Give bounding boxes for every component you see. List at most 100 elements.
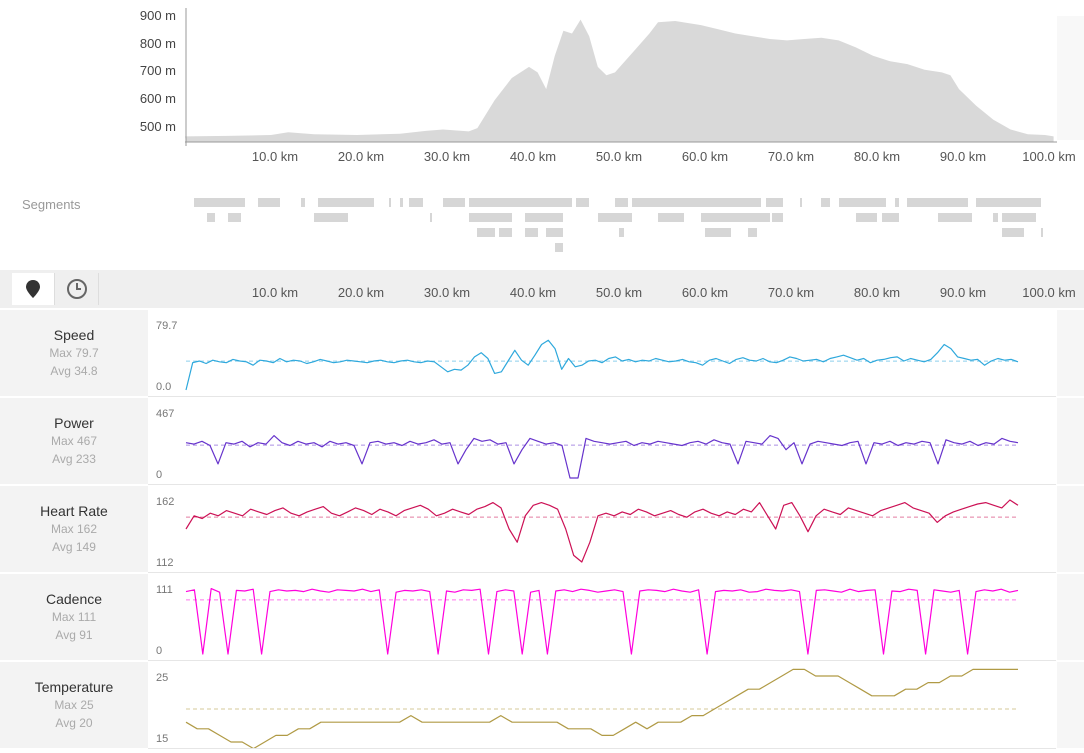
clock-icon [67, 279, 87, 299]
toolbar-x-label: 60.0 km [681, 285, 729, 300]
elevation-x-label: 20.0 km [337, 149, 385, 164]
segment-bar[interactable] [615, 198, 628, 207]
segment-bar[interactable] [301, 198, 306, 207]
segment-bar[interactable] [821, 198, 830, 207]
elevation-side-strip [1057, 16, 1084, 140]
segments-area[interactable] [185, 198, 1057, 258]
segment-bar[interactable] [772, 213, 783, 222]
elevation-ylabel-700: 700 m [139, 63, 176, 78]
metric-chart-power[interactable]: 467 0 [148, 398, 1056, 485]
metric-axis-top: 162 [156, 496, 174, 508]
metric-avg: Avg 34.8 [50, 364, 98, 378]
segment-bar[interactable] [468, 198, 572, 207]
elevation-x-label: 80.0 km [853, 149, 901, 164]
segment-bar[interactable] [443, 198, 465, 207]
segment-bar[interactable] [597, 213, 633, 222]
segment-bar[interactable] [193, 198, 246, 207]
segment-bar[interactable] [430, 213, 433, 222]
segment-bar[interactable] [894, 198, 899, 207]
segment-bar[interactable] [524, 213, 564, 222]
toolbar-x-label: 100.0 km [1022, 285, 1076, 300]
metric-label-power: Power Max 467 Avg 233 [0, 398, 148, 486]
segment-bar[interactable] [701, 213, 770, 222]
metric-label-cadence: Cadence Max 111 Avg 91 [0, 574, 148, 662]
time-mode-button[interactable] [56, 273, 99, 305]
metric-axis-bottom: 0.0 [156, 381, 171, 393]
segment-bar[interactable] [993, 213, 998, 222]
metric-axis-bottom: 15 [156, 733, 168, 745]
metric-side-strip [1057, 486, 1084, 574]
segment-bar[interactable] [937, 213, 972, 222]
elevation-ylabel-500: 500 m [139, 119, 176, 134]
segment-bar[interactable] [1002, 228, 1024, 237]
segment-bar[interactable] [468, 213, 512, 222]
metric-axis-top: 111 [156, 584, 173, 596]
metric-chart-heart_rate[interactable]: 162 112 [148, 486, 1056, 573]
segment-bar[interactable] [1040, 228, 1043, 237]
metric-label-speed: Speed Max 79.7 Avg 34.8 [0, 310, 148, 398]
metric-max: Max 162 [50, 522, 98, 536]
elevation-x-label: 60.0 km [681, 149, 729, 164]
elevation-x-label: 10.0 km [251, 149, 299, 164]
metric-max: Max 79.7 [49, 346, 99, 360]
segment-bar[interactable] [388, 198, 392, 207]
metric-max: Max 111 [51, 610, 97, 624]
segment-bar[interactable] [765, 198, 783, 207]
elevation-x-label: 30.0 km [423, 149, 471, 164]
metric-side-strip [1057, 310, 1084, 398]
segment-bar[interactable] [632, 198, 762, 207]
metric-max: Max 467 [50, 434, 98, 448]
metric-max: Max 25 [54, 698, 94, 712]
metric-avg: Avg 91 [55, 628, 93, 642]
elevation-x-label: 70.0 km [767, 149, 815, 164]
segment-bar[interactable] [576, 198, 590, 207]
metric-series-line [185, 434, 1019, 479]
segment-bar[interactable] [498, 228, 512, 237]
map-pin-icon [26, 280, 40, 298]
toolbar-x-label: 80.0 km [853, 285, 901, 300]
metric-name: Speed [53, 327, 95, 343]
segment-bar[interactable] [881, 213, 899, 222]
segment-bar[interactable] [206, 213, 216, 222]
toolbar-x-label: 30.0 km [423, 285, 471, 300]
metric-name: Power [54, 415, 94, 431]
elevation-chart[interactable] [185, 8, 1057, 148]
toolbar-x-label: 10.0 km [251, 285, 299, 300]
segment-bar[interactable] [314, 213, 349, 222]
segments-label: Segments [22, 197, 81, 212]
segment-bar[interactable] [546, 228, 564, 237]
metric-chart-temperature[interactable]: 25 15 [148, 662, 1056, 750]
segment-bar[interactable] [228, 213, 241, 222]
toolbar-x-label: 90.0 km [939, 285, 987, 300]
segment-bar[interactable] [554, 243, 564, 252]
segment-bar[interactable] [524, 228, 538, 237]
metric-chart-cadence[interactable]: 111 0 [148, 574, 1056, 661]
segment-bar[interactable] [477, 228, 495, 237]
metric-label-heart_rate: Heart Rate Max 162 Avg 149 [0, 486, 148, 574]
segment-bar[interactable] [408, 198, 424, 207]
segment-bar[interactable] [619, 228, 624, 237]
elevation-ylabel-600: 600 m [139, 91, 176, 106]
segment-bar[interactable] [705, 228, 732, 237]
segment-bar[interactable] [976, 198, 1041, 207]
elevation-x-label: 100.0 km [1022, 149, 1076, 164]
segment-bar[interactable] [400, 198, 403, 207]
metric-axis-bottom: 0 [156, 469, 162, 481]
elevation-ylabel-800: 800 m [139, 36, 176, 51]
segment-bar[interactable] [799, 198, 802, 207]
metric-series-line [185, 499, 1019, 563]
segment-bar[interactable] [748, 228, 757, 237]
segment-bar[interactable] [1002, 213, 1037, 222]
metric-chart-speed[interactable]: 79.7 0.0 [148, 310, 1056, 397]
segment-bar[interactable] [258, 198, 280, 207]
metric-series-line [185, 668, 1018, 750]
metric-axis-top: 25 [156, 672, 168, 684]
segment-bar[interactable] [907, 198, 968, 207]
elevation-x-label: 90.0 km [939, 149, 987, 164]
distance-mode-button[interactable] [12, 273, 55, 305]
segment-bar[interactable] [855, 213, 878, 222]
elevation-ylabel-900: 900 m [139, 8, 176, 23]
segment-bar[interactable] [838, 198, 886, 207]
segment-bar[interactable] [318, 198, 375, 207]
segment-bar[interactable] [658, 213, 684, 222]
